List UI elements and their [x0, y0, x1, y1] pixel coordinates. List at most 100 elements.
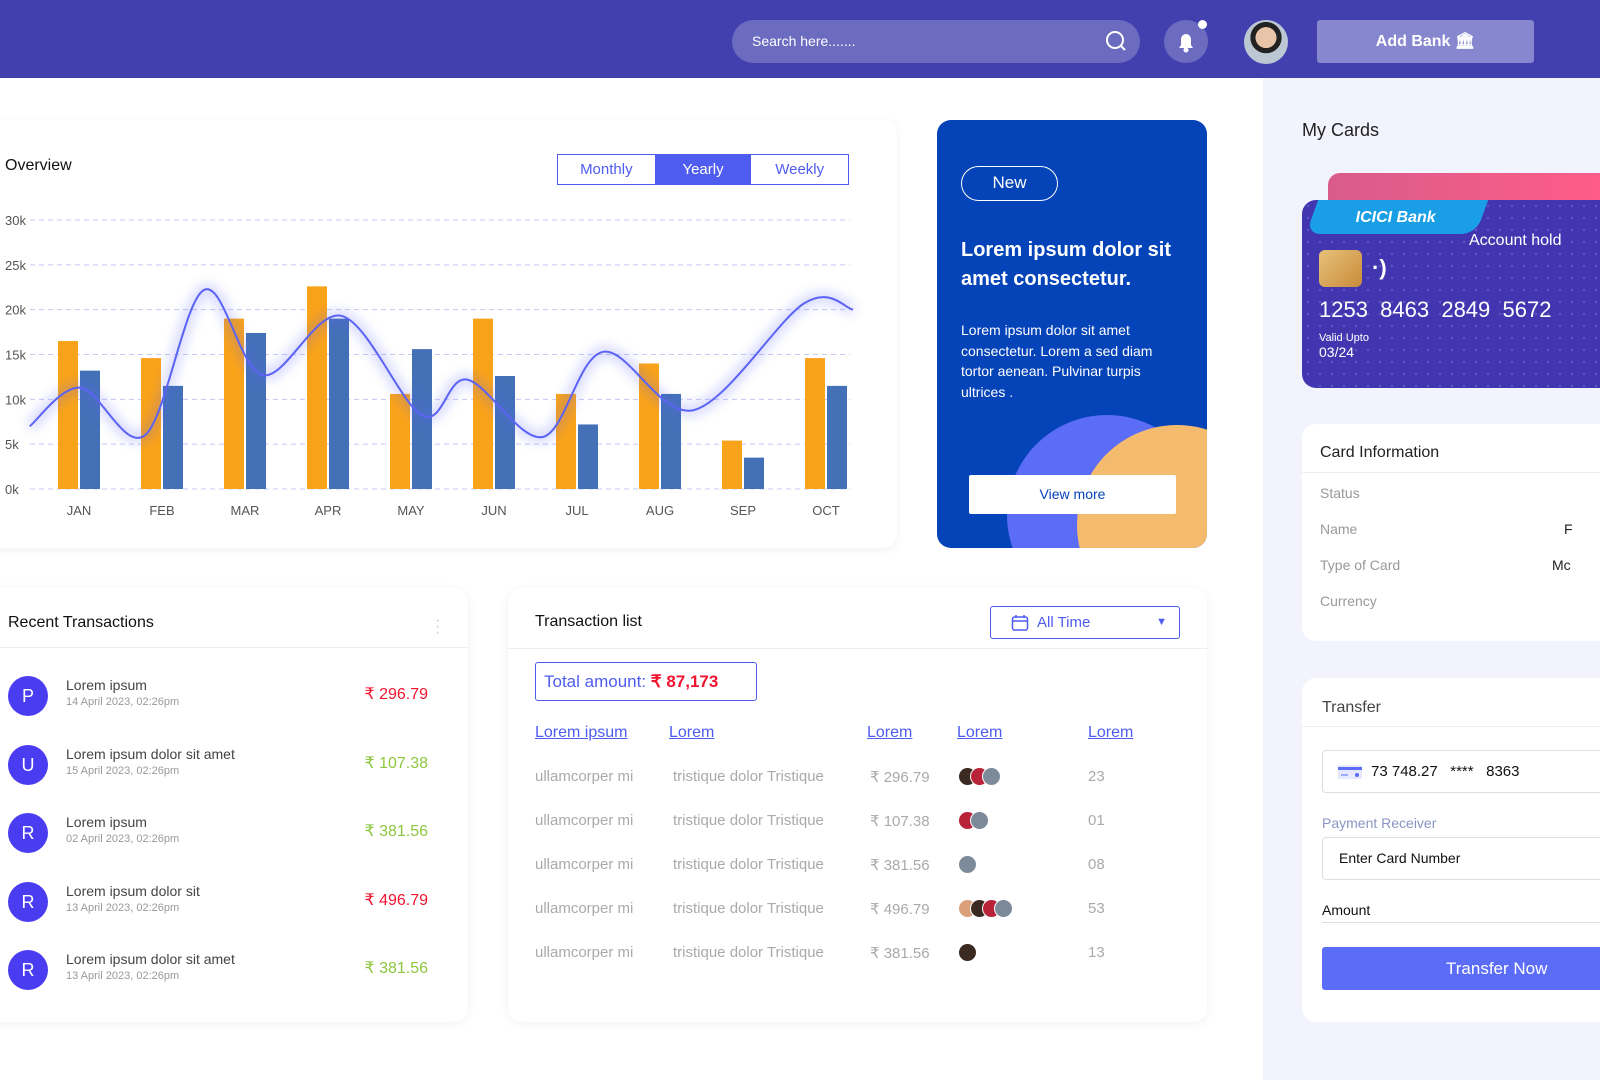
new-badge: New [961, 166, 1058, 201]
x-tick-label: JUL [565, 503, 588, 518]
info-label: Status [1320, 485, 1360, 501]
total-value: ₹ 87,173 [650, 672, 719, 691]
bell-icon [1179, 34, 1193, 53]
transaction-date: 13 April 2023, 02:26pm [66, 901, 180, 914]
transaction-amount: ₹ 296.79 [364, 686, 428, 703]
promo-body: Lorem ipsum dolor sit amet consectetur. … [961, 322, 1153, 400]
search-placeholder: Search here....... [752, 33, 856, 49]
card-number: 1253 8463 2849 5672 [1319, 297, 1552, 322]
participant-avatar [982, 767, 1001, 786]
recent-title: Recent Transactions [8, 614, 154, 631]
avatar-group [958, 811, 989, 830]
time-filter-dropdown[interactable]: All Time ▼ [990, 606, 1180, 639]
transaction-amount: ₹ 496.79 [364, 891, 428, 909]
bar [390, 393, 410, 489]
participant-avatar [970, 811, 989, 830]
transaction-item[interactable]: U Lorem ipsum dolor sit amet 15 April 20… [8, 744, 428, 785]
search-icon[interactable] [1104, 29, 1128, 53]
cell: ullamcorper mi [535, 812, 634, 829]
tab-yearly[interactable]: Yearly [654, 155, 752, 184]
view-more-button[interactable]: View more [969, 475, 1176, 514]
bar [744, 457, 764, 489]
column-header[interactable]: Lorem [1088, 724, 1134, 741]
card-information: Card Information Status Name F Type of C… [1302, 424, 1600, 641]
bar [578, 424, 598, 489]
bar [827, 385, 847, 489]
cell-number: 08 [1088, 856, 1105, 873]
overview-title: Overview [5, 157, 72, 174]
notification-button[interactable] [1164, 20, 1208, 63]
transaction-date: 13 April 2023, 02:26pm [66, 970, 180, 982]
top-bar: Search here....... Add Bank 🏛 [0, 0, 1600, 78]
tab-monthly[interactable]: Monthly [580, 161, 633, 178]
info-label: Name [1320, 521, 1358, 537]
cell: tristique dolor Tristique [673, 812, 824, 829]
initial-avatar: R [8, 813, 48, 853]
transaction-name: Lorem ipsum [66, 814, 147, 830]
x-tick-label: APR [315, 503, 342, 518]
info-value: Mc [1552, 557, 1571, 573]
bar [473, 318, 493, 489]
tlist-title: Transaction list [535, 613, 642, 630]
participant-avatar [994, 899, 1013, 918]
column-header[interactable]: Lorem [867, 724, 913, 741]
y-tick-label: 15k [5, 348, 26, 363]
cell: tristique dolor Tristique [673, 944, 824, 961]
x-tick-label: AUG [646, 503, 674, 518]
calendar-icon [1011, 615, 1029, 631]
promo-card: New Lorem ipsum dolor sit amet consectet… [937, 120, 1207, 548]
transaction-item[interactable]: R Lorem ipsum dolor sit amet 13 April 20… [8, 950, 428, 990]
notification-dot [1198, 20, 1207, 29]
x-tick-label: JAN [67, 503, 92, 518]
transaction-date: 14 April 2023, 02:26pm [66, 696, 180, 708]
transaction-date: 15 April 2023, 02:26pm [66, 764, 180, 777]
amount-input[interactable] [1322, 922, 1600, 923]
add-bank-button[interactable]: Add Bank 🏛 [1317, 20, 1534, 63]
tab-weekly[interactable]: Weekly [775, 161, 825, 178]
transaction-item[interactable]: R Lorem ipsum dolor sit 13 April 2023, 0… [8, 881, 428, 922]
divider [1302, 726, 1600, 727]
avatar-group [958, 899, 1013, 918]
column-header[interactable]: Lorem [957, 724, 1003, 741]
user-avatar[interactable] [1244, 20, 1288, 64]
transaction-item[interactable]: P Lorem ipsum 14 April 2023, 02:26pm ₹ 2… [8, 676, 428, 716]
participant-avatar [958, 943, 977, 962]
source-card-select[interactable]: 73 748.27 **** 8363 [1322, 750, 1600, 793]
transfer-card: Transfer 73 748.27 **** 8363 Payment Rec… [1302, 678, 1600, 1022]
receiver-card-input[interactable]: Enter Card Number [1322, 837, 1600, 880]
y-tick-label: 25k [5, 258, 26, 273]
total-label: Total amount: [544, 672, 647, 691]
card-last4: 8363 [1486, 763, 1520, 780]
search-input[interactable]: Search here....... [732, 20, 1140, 63]
y-tick-label: 30k [5, 213, 26, 228]
transaction-name: Lorem ipsum dolor sit [66, 882, 200, 899]
info-label: Type of Card [1320, 557, 1401, 573]
cell-number: 53 [1088, 900, 1105, 917]
info-value: F [1564, 521, 1573, 537]
x-tick-label: SEP [730, 503, 756, 518]
cell: ullamcorper mi [535, 944, 634, 961]
bar [722, 440, 742, 489]
transaction-list-card: Transaction list All Time ▼ Total amount… [508, 588, 1207, 1022]
avatar-group [958, 943, 977, 962]
bar [163, 385, 183, 489]
column-header[interactable]: Lorem [669, 724, 715, 741]
more-options-icon[interactable]: · · · [435, 612, 441, 641]
transaction-amount: ₹ 107.38 [364, 754, 428, 772]
transaction-item[interactable]: R Lorem ipsum 02 April 2023, 02:26pm ₹ 3… [8, 813, 428, 853]
transfer-now-button[interactable]: Transfer Now [1322, 947, 1600, 990]
transaction-name: Lorem ipsum dolor sit amet [66, 951, 235, 967]
cell-amount: ₹ 107.38 [870, 813, 930, 830]
bank-card[interactable]: ICICI Bank Account hold ·) 1253 8463 284… [1302, 200, 1600, 388]
column-header[interactable]: Lorem ipsum [535, 724, 628, 741]
participant-avatar [958, 855, 977, 874]
y-tick-label: 20k [5, 303, 26, 318]
chip-icon [1319, 250, 1362, 287]
my-cards-title: My Cards [1302, 120, 1380, 140]
bar [805, 358, 825, 489]
x-tick-label: OCT [812, 503, 840, 518]
account-holder-label: Account hold [1469, 232, 1562, 249]
cell: ullamcorper mi [535, 900, 634, 917]
x-tick-label: MAY [397, 503, 425, 518]
divider [508, 648, 1207, 649]
